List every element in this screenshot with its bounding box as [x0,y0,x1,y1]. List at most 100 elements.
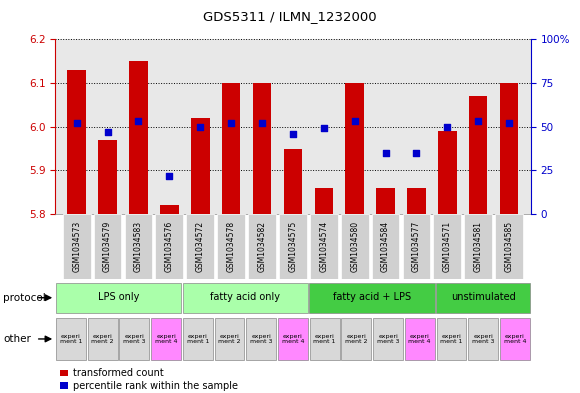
Text: GSM1034577: GSM1034577 [412,221,421,272]
Bar [191,118,209,214]
Bar [465,214,492,279]
Text: GSM1034582: GSM1034582 [258,221,267,272]
Bar [284,149,302,214]
Text: GSM1034580: GSM1034580 [350,221,359,272]
Bar [314,188,333,214]
Text: GSM1034579: GSM1034579 [103,221,112,272]
Bar [310,318,339,360]
Point [319,125,328,132]
Bar [56,283,182,313]
Bar [160,206,179,214]
Point [258,120,267,127]
Bar [469,96,487,214]
Text: GSM1034576: GSM1034576 [165,221,174,272]
Point [227,120,236,127]
Bar [129,61,148,214]
Bar [372,214,400,279]
Bar [125,214,153,279]
Bar [155,214,183,279]
Point [443,123,452,130]
Bar [99,140,117,214]
Text: GSM1034578: GSM1034578 [227,221,235,272]
Text: fatty acid only: fatty acid only [211,292,280,302]
Point [412,150,421,156]
Bar [376,188,395,214]
Bar [341,214,368,279]
Bar [218,214,245,279]
Text: GSM1034574: GSM1034574 [319,221,328,272]
Bar [151,318,181,360]
Text: experi
ment 2: experi ment 2 [345,334,368,344]
Bar [403,214,430,279]
Text: GSM1034572: GSM1034572 [196,221,205,272]
Text: GSM1034575: GSM1034575 [288,221,298,272]
Bar [373,318,403,360]
Bar [433,214,461,279]
Bar [500,83,519,214]
Text: experi
ment 1: experi ment 1 [313,334,336,344]
Text: experi
ment 1: experi ment 1 [187,334,209,344]
Bar [183,283,308,313]
Text: experi
ment 4: experi ment 4 [282,334,304,344]
Point [473,118,483,125]
Bar [215,318,244,360]
Text: LPS only: LPS only [98,292,139,302]
Bar [222,83,240,214]
Bar [253,83,271,214]
Bar [67,70,86,214]
Bar [405,318,434,360]
Bar [342,318,371,360]
Text: GSM1034571: GSM1034571 [443,221,452,272]
Bar [186,214,214,279]
Text: experi
ment 1: experi ment 1 [440,334,463,344]
Point [350,118,359,125]
Point [381,150,390,156]
Bar [310,214,338,279]
Point [134,118,143,125]
Point [165,173,174,179]
Text: GSM1034573: GSM1034573 [72,221,81,272]
Bar [346,83,364,214]
Bar [279,214,307,279]
Bar [183,318,213,360]
Bar [468,318,498,360]
Text: GDS5311 / ILMN_1232000: GDS5311 / ILMN_1232000 [203,10,377,23]
Text: GSM1034583: GSM1034583 [134,221,143,272]
Point [505,120,514,127]
Text: fatty acid + LPS: fatty acid + LPS [333,292,411,302]
Text: GSM1034585: GSM1034585 [505,221,513,272]
Text: unstimulated: unstimulated [451,292,516,302]
Point [72,120,81,127]
Text: GSM1034584: GSM1034584 [381,221,390,272]
Text: other: other [3,334,31,344]
Text: experi
ment 4: experi ment 4 [408,334,431,344]
Bar [407,188,426,214]
Text: experi
ment 4: experi ment 4 [155,334,177,344]
Bar [246,318,276,360]
Bar [500,318,530,360]
Bar [63,214,90,279]
Text: experi
ment 2: experi ment 2 [218,334,241,344]
Text: protocol: protocol [3,293,46,303]
Bar [495,214,523,279]
Text: experi
ment 3: experi ment 3 [123,334,146,344]
Text: experi
ment 3: experi ment 3 [250,334,273,344]
Point [103,129,113,135]
Text: GSM1034581: GSM1034581 [474,221,483,272]
Bar [119,318,149,360]
Text: experi
ment 3: experi ment 3 [377,334,399,344]
Text: experi
ment 4: experi ment 4 [503,334,526,344]
Point [288,130,298,137]
Bar [94,214,121,279]
Bar [437,318,466,360]
Bar [438,131,456,214]
Bar [278,318,308,360]
Legend: transformed count, percentile rank within the sample: transformed count, percentile rank withi… [60,368,238,391]
Bar [56,318,86,360]
Bar [436,283,530,313]
Bar [248,214,276,279]
Bar [309,283,435,313]
Text: experi
ment 2: experi ment 2 [92,334,114,344]
Text: experi
ment 1: experi ment 1 [60,334,82,344]
Text: experi
ment 3: experi ment 3 [472,334,494,344]
